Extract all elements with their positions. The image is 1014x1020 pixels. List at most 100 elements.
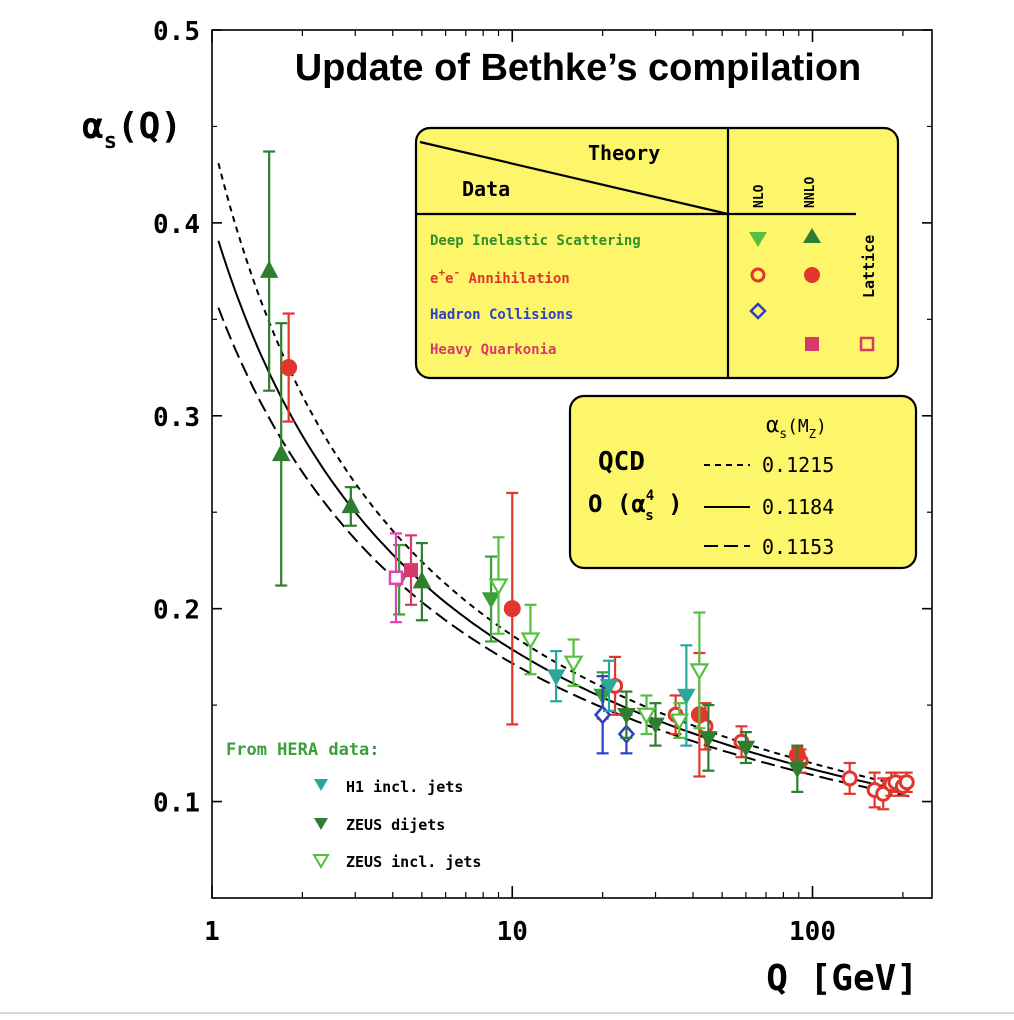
point-hadron-collisions-nlo: [593, 675, 612, 755]
point-e-e-annihilation-nlo: [841, 761, 858, 795]
marker-circle: [898, 774, 915, 791]
legend-value-1215: 0.1215: [762, 453, 834, 477]
point-heavy-quarkonia-nnlo: [403, 534, 418, 606]
y-tick-label: 0.4: [153, 210, 200, 240]
marker-triangle-down: [699, 731, 718, 748]
marker-triangle-up: [412, 571, 432, 589]
marker-triangle-up: [271, 443, 291, 462]
point-e-e-annihilation-nlo: [898, 771, 915, 794]
theory-table-diagonal: [419, 140, 729, 216]
marker-triangle-down: [488, 578, 509, 596]
chart-title: Update of Bethke’s compilation: [295, 47, 862, 89]
x-tick-label: 10: [497, 917, 528, 947]
marker-triangle-down: [677, 688, 696, 705]
marker-triangle-down: [669, 713, 690, 731]
point-e-e-annihilation-nnlo: [503, 491, 521, 726]
qcd-label: QCD: [598, 447, 645, 477]
theory-table: Theory Data NLO NNLO Lattice Deep Inelas…: [414, 126, 900, 380]
point-e-e-annihilation-nnlo: [280, 312, 298, 423]
zeus-incl-legend-marker: [312, 854, 330, 869]
x-axis-label: Q [GeV]: [766, 958, 918, 999]
point-zeus-dijets: [736, 731, 756, 765]
marker-triangle-down: [636, 707, 657, 725]
y-axis-label: αs(Q): [82, 106, 182, 154]
point-zeus-dijets: [788, 744, 807, 794]
data-header: Data: [462, 177, 510, 201]
page-footer-line: [0, 1012, 1014, 1014]
hera-legend: From HERA data: H1 incl. jets ZEUS dijet…: [226, 740, 481, 871]
point-zeus-incl-jets: [669, 702, 690, 740]
zeus-incl-legend-label: ZEUS incl. jets: [346, 853, 481, 871]
marker-circle: [841, 770, 858, 787]
marker-triangle-down: [563, 655, 584, 673]
col-lattice-label: Lattice: [860, 235, 878, 298]
y-axis-label-sub: s: [104, 129, 117, 154]
point-zeus-dijets: [699, 704, 718, 772]
marker-circle: [875, 785, 892, 802]
qcd-header: αs(MZ): [766, 413, 827, 442]
marker-triangle-up: [341, 495, 361, 514]
dis-nlo-marker: [749, 232, 767, 247]
marker-square-open: [388, 570, 404, 586]
y-tick-label: 0.2: [153, 596, 200, 626]
point-deep-inelastic-scattering-nnlo: [412, 541, 432, 622]
qcd-legend: αs(MZ) QCD O (α4 s ) 0.1215 0.1184 0.1153: [568, 394, 918, 570]
marker-square: [403, 563, 418, 578]
marker-triangle-down: [788, 762, 807, 779]
x-tick-label: 1: [204, 917, 220, 947]
axis-ticks: 0.1 0.2 0.3 0.4 0.5 1 10 100: [153, 17, 932, 947]
hera-legend-title: From HERA data:: [226, 740, 380, 760]
marker-circle: [280, 359, 298, 377]
marker-triangle-up: [259, 260, 279, 278]
point-h1-incl-jets: [599, 659, 619, 712]
theory-header: Theory: [588, 141, 660, 165]
point-zeus-incl-jets: [488, 536, 509, 635]
point-zeus-incl-jets: [636, 694, 657, 736]
data-points: [259, 150, 915, 811]
row-dis-label: Deep Inelastic Scattering: [430, 233, 641, 249]
row-ee-label: e+e- Annihilation: [430, 266, 570, 287]
point-zeus-incl-jets: [689, 611, 710, 730]
marker-circle: [503, 600, 521, 618]
point-h1-incl-jets: [677, 644, 696, 747]
y-tick-label: 0.3: [153, 403, 200, 433]
hadron-nlo-marker: [749, 302, 767, 320]
marker-triangle-down: [736, 740, 756, 758]
row-hadron-label: Hadron Collisions: [430, 307, 573, 323]
h1-legend-marker: [314, 779, 328, 791]
y-tick-label: 0.5: [153, 17, 200, 47]
quarkonia-lattice-marker: [859, 336, 875, 352]
ee-nlo-marker: [750, 267, 766, 283]
col-nnlo-label: NNLO: [803, 177, 818, 208]
y-axis-label-tail: (Q): [117, 106, 182, 147]
col-nlo-label: NLO: [752, 184, 767, 208]
marker-triangle-down: [546, 669, 566, 686]
legend-value-1153: 0.1153: [762, 535, 834, 559]
ee-nnlo-marker: [804, 267, 820, 283]
theory-table-box: [414, 126, 900, 380]
marker-triangle-down: [481, 592, 501, 609]
marker-triangle-down: [689, 663, 710, 681]
marker-triangle-down: [599, 679, 619, 696]
point-zeus-dijets: [617, 690, 636, 740]
marker-triangle-down: [646, 717, 665, 734]
marker-triangle-down: [617, 708, 636, 725]
point-heavy-quarkonia-lattice: [388, 532, 404, 624]
marker-triangle-down: [520, 632, 541, 650]
dis-nnlo-marker: [803, 228, 821, 243]
point-deep-inelastic-scattering-nlo: [481, 555, 501, 643]
qcd-legend-box: [568, 394, 918, 570]
qcd-order: O (α4 s ): [588, 488, 683, 524]
y-axis-label-alpha: α: [82, 106, 104, 147]
point-zeus-incl-jets: [563, 638, 584, 687]
y-tick-label: 0.1: [153, 789, 200, 819]
point-zeus-dijets: [646, 702, 665, 747]
x-tick-label: 100: [789, 917, 836, 947]
h1-legend-label: H1 incl. jets: [346, 778, 463, 796]
zeus-dijets-legend-marker: [314, 818, 328, 830]
quarkonia-nnlo-marker: [805, 337, 819, 351]
curve-short-dash: [217, 162, 910, 788]
point-deep-inelastic-scattering-nnlo: [341, 486, 361, 527]
row-quarkonia-label: Heavy Quarkonia: [430, 342, 556, 358]
